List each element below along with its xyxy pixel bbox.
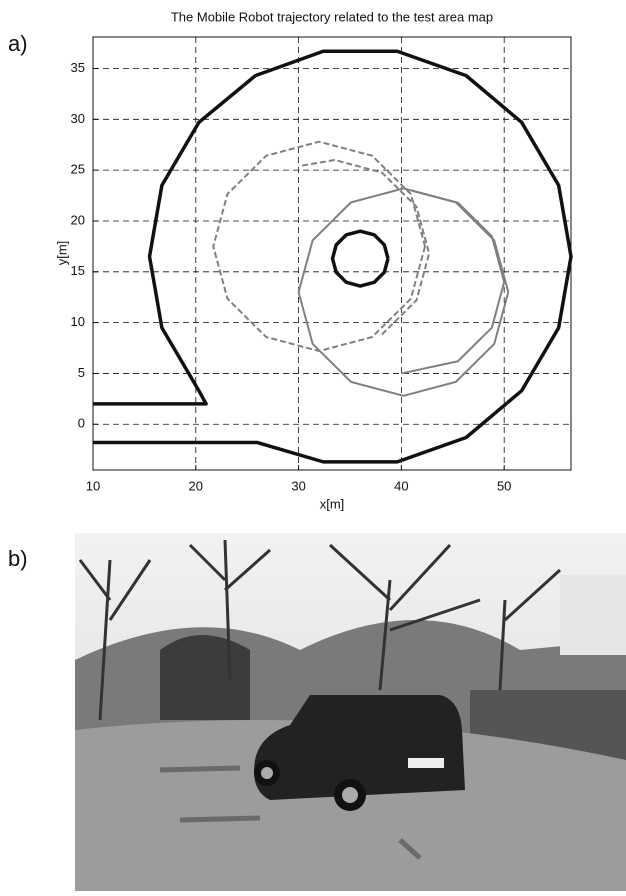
y-axis-label: y[m] — [54, 241, 69, 266]
panel-label: b) — [8, 546, 28, 571]
trajectory-line — [401, 189, 506, 375]
y-tick-label: 10 — [71, 314, 85, 329]
y-tick-label: 25 — [71, 162, 85, 177]
x-axis-label: x[m] — [320, 496, 345, 511]
x-tick-label: 50 — [497, 478, 511, 493]
y-tick-label: 0 — [78, 416, 85, 431]
trajectory-line — [330, 229, 390, 288]
x-tick-label: 40 — [394, 478, 408, 493]
x-tick-label: 30 — [291, 478, 305, 493]
trajectory-line — [212, 140, 426, 353]
trajectory-line — [93, 49, 573, 464]
trajectory-line — [302, 158, 431, 336]
y-tick-label: 30 — [71, 111, 85, 126]
y-tick-label: 5 — [78, 365, 85, 380]
plot-area — [93, 37, 571, 470]
x-tick-label: 20 — [189, 478, 203, 493]
y-tick-label: 35 — [71, 60, 85, 75]
y-tick-label: 20 — [71, 212, 85, 227]
chart-title: The Mobile Robot trajectory related to t… — [171, 9, 493, 24]
panel-label: a) — [8, 31, 28, 56]
photo — [75, 533, 626, 891]
y-tick-label: 15 — [71, 263, 85, 278]
x-tick-label: 10 — [86, 478, 100, 493]
plot-frame — [92, 36, 572, 471]
